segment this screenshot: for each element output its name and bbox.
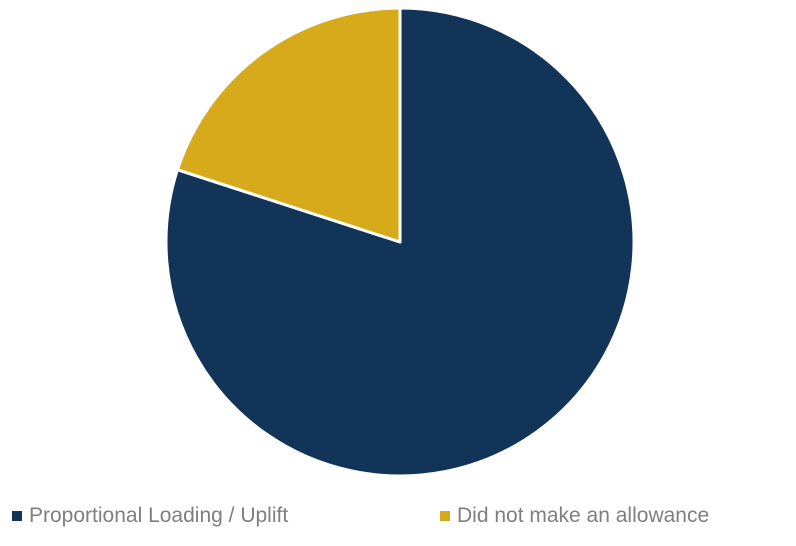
legend-label-no-allowance: Did not make an allowance bbox=[457, 504, 710, 527]
legend-item-no-allowance: Did not make an allowance bbox=[440, 504, 709, 528]
legend-swatch-no-allowance bbox=[440, 511, 450, 521]
legend-item-proportional-loading: Proportional Loading / Uplift bbox=[12, 504, 288, 528]
chart-legend: Proportional Loading / Uplift Did not ma… bbox=[0, 504, 796, 534]
pie-slice-no-allowance bbox=[175, 6, 402, 244]
legend-swatch-proportional-loading bbox=[12, 511, 22, 521]
legend-label-proportional-loading: Proportional Loading / Uplift bbox=[29, 504, 289, 527]
pie-slices bbox=[164, 6, 636, 478]
